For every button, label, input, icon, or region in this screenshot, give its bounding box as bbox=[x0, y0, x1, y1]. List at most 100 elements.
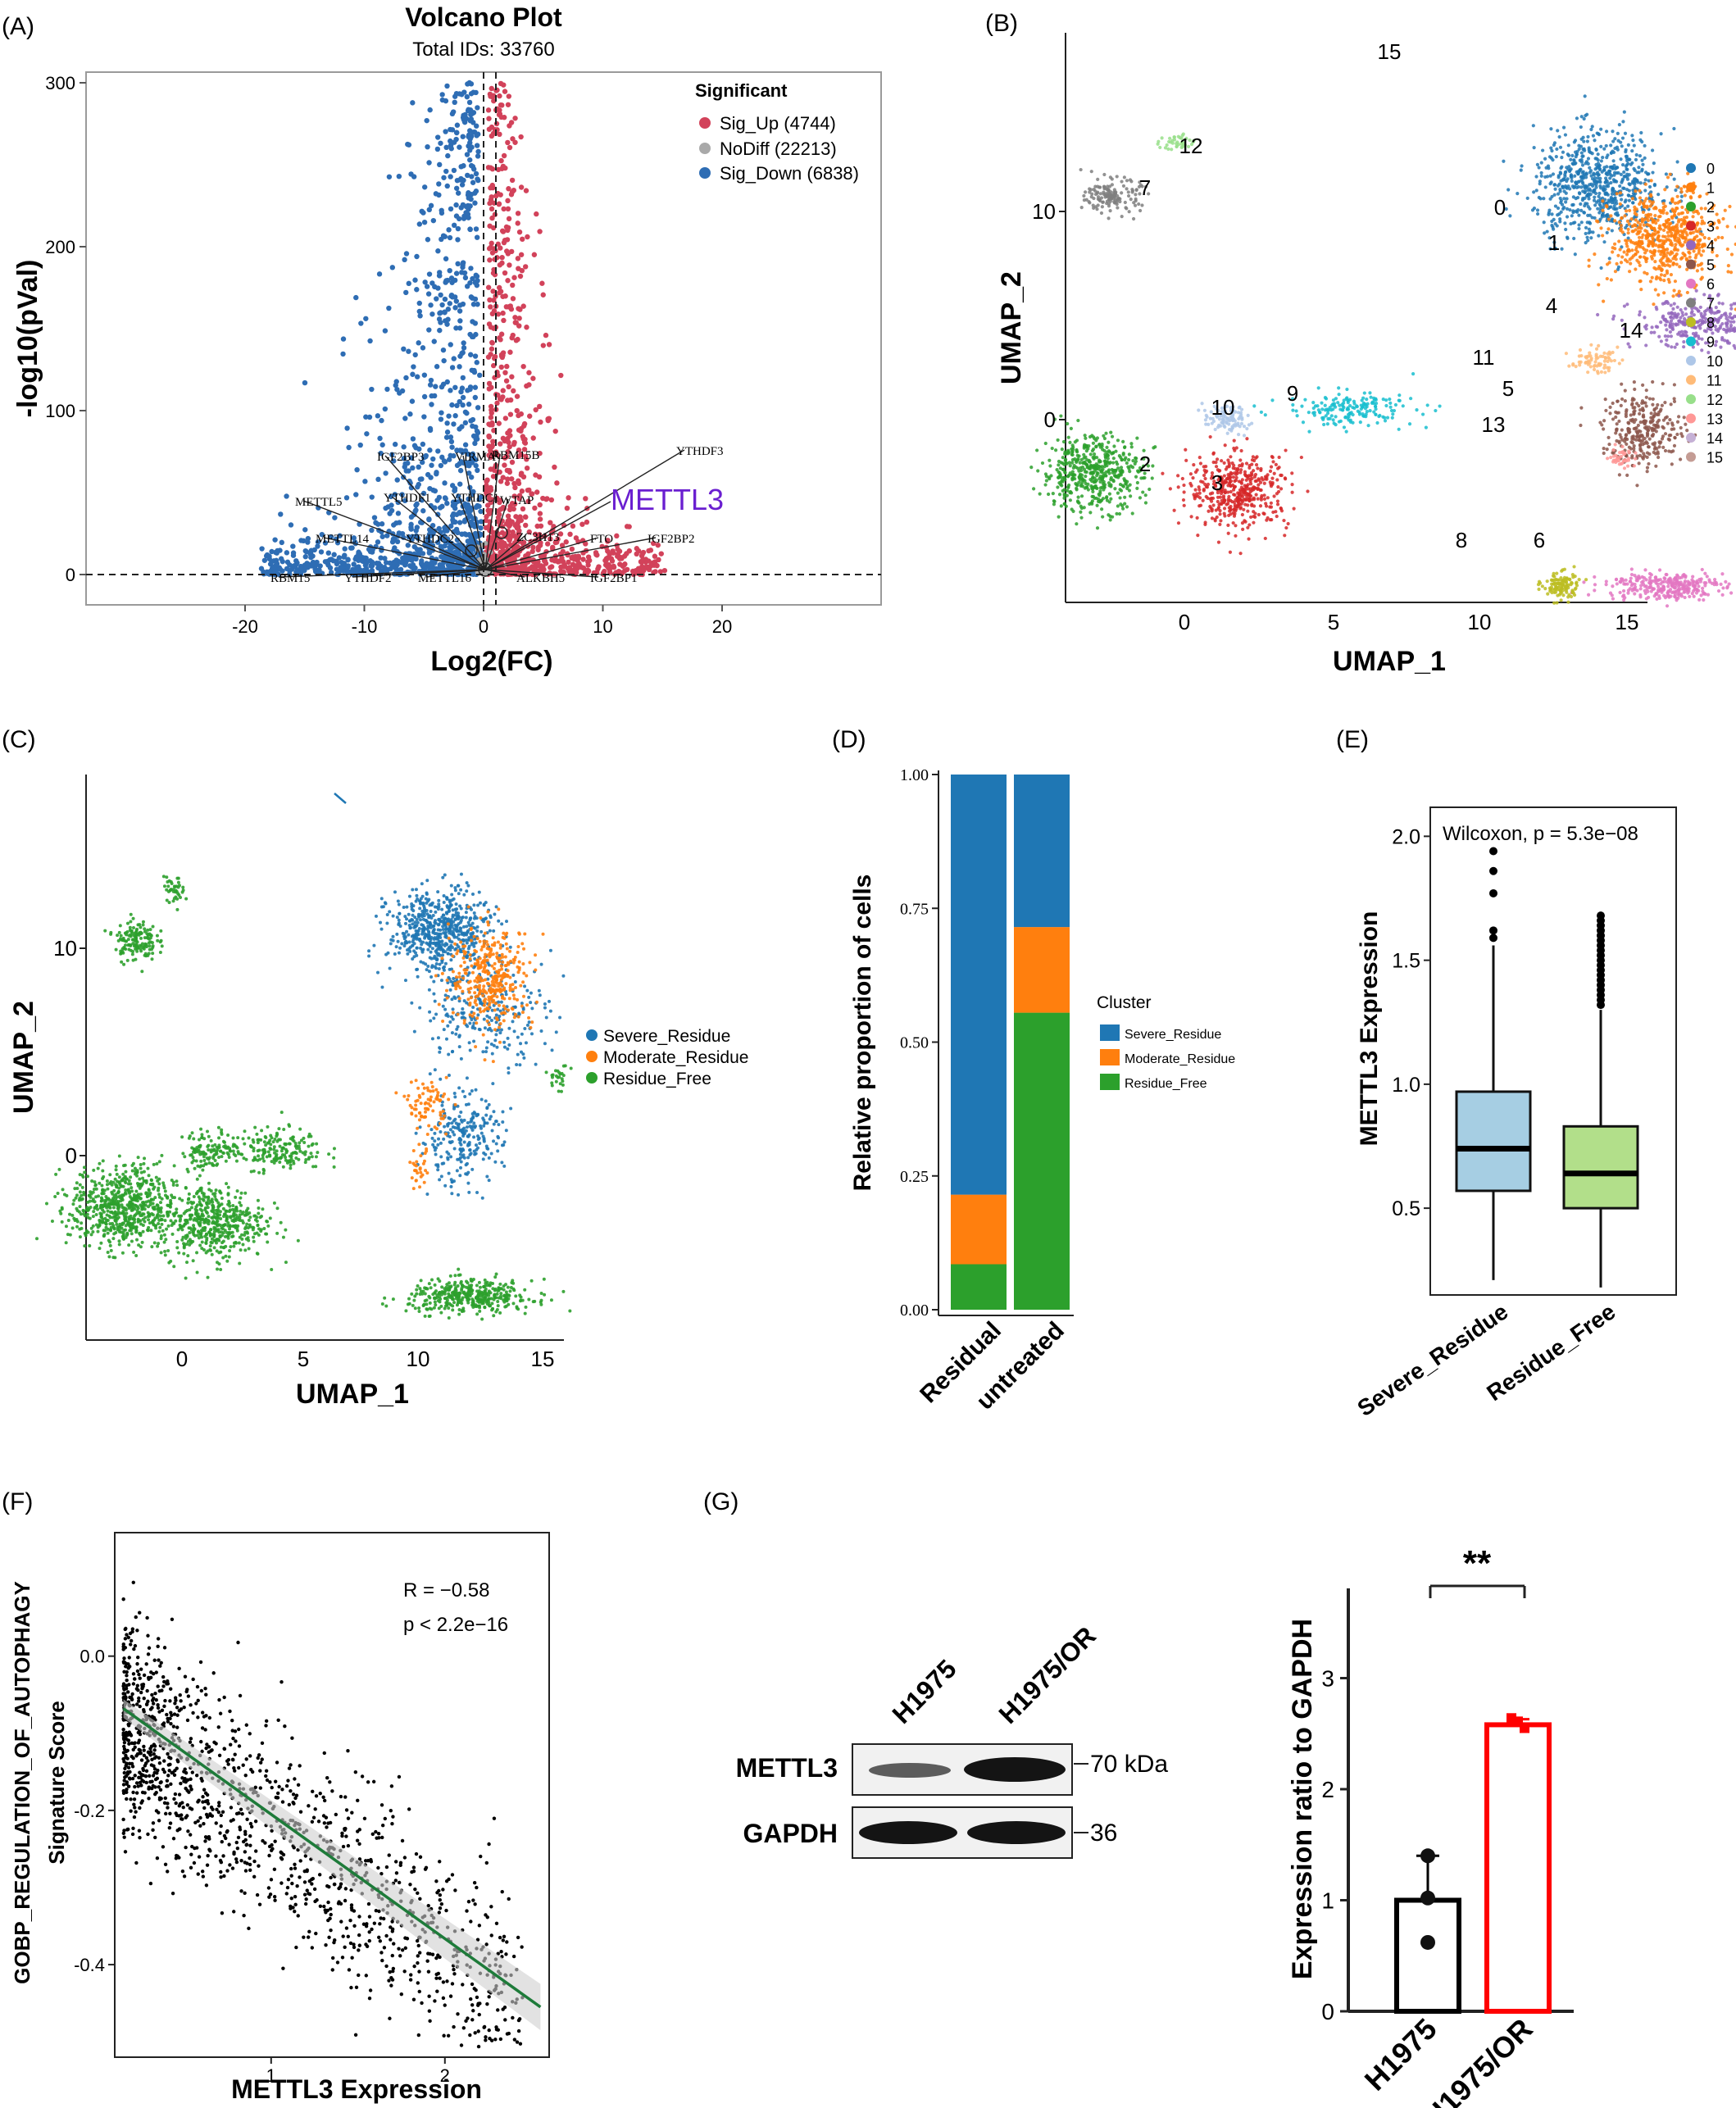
cluster-2-point bbox=[1125, 461, 1129, 466]
cluster-1-point bbox=[1656, 230, 1661, 234]
cluster-0-point bbox=[1588, 187, 1592, 191]
down-point bbox=[441, 357, 447, 364]
up-point bbox=[540, 343, 547, 348]
cluster-0-point bbox=[1547, 155, 1552, 159]
up-point bbox=[518, 411, 525, 417]
up-point bbox=[506, 216, 512, 222]
cluster-0-point bbox=[1609, 198, 1613, 203]
down-point bbox=[434, 539, 441, 545]
up-point bbox=[499, 260, 505, 266]
down-point bbox=[340, 336, 347, 342]
cluster-4-point bbox=[1656, 325, 1660, 329]
cluster-3-point bbox=[1176, 521, 1181, 525]
up-point bbox=[650, 540, 657, 547]
cluster-1-point bbox=[1654, 220, 1658, 225]
cluster-3-point bbox=[1238, 552, 1243, 556]
cluster-1-point bbox=[1670, 198, 1675, 202]
cluster-0-point bbox=[1619, 157, 1623, 161]
cluster-5-point bbox=[1661, 445, 1666, 449]
up-point bbox=[509, 334, 515, 341]
cluster-1-point bbox=[1661, 206, 1666, 210]
cluster-2-point bbox=[1126, 457, 1131, 462]
cluster-2-point bbox=[1092, 435, 1096, 439]
down-point bbox=[351, 561, 357, 567]
cluster-5-point bbox=[1602, 451, 1606, 456]
cluster-2-point bbox=[1071, 466, 1075, 470]
cluster-1-point bbox=[1715, 253, 1719, 258]
y-tick-label: 300 bbox=[45, 73, 75, 93]
cluster-1-point bbox=[1605, 276, 1609, 281]
cluster-3-point bbox=[1240, 478, 1244, 482]
cluster-3-point bbox=[1216, 540, 1221, 544]
cluster-3-point bbox=[1234, 472, 1238, 477]
up-point bbox=[505, 139, 511, 146]
cluster-4-point bbox=[1700, 337, 1704, 341]
cluster-2-point bbox=[1060, 478, 1064, 483]
cluster-1-point bbox=[1616, 253, 1620, 257]
up-point bbox=[507, 349, 513, 355]
cluster-4-point bbox=[1674, 313, 1678, 318]
cluster-0-point bbox=[1575, 185, 1579, 190]
cluster-3-point bbox=[1223, 514, 1227, 518]
cluster-3-point bbox=[1266, 496, 1270, 500]
cluster-0-point bbox=[1599, 127, 1603, 131]
down-point bbox=[443, 129, 448, 134]
down-point bbox=[459, 385, 466, 391]
cluster-2-point bbox=[1048, 458, 1052, 462]
cluster-1-point bbox=[1622, 250, 1626, 254]
cluster-0-point bbox=[1615, 179, 1619, 184]
cluster-0-point bbox=[1574, 155, 1578, 159]
up-point bbox=[605, 548, 611, 554]
cluster-0-point bbox=[1548, 197, 1552, 201]
cluster-3-point bbox=[1197, 488, 1202, 492]
cluster-1-point bbox=[1626, 231, 1630, 235]
cluster-0-point bbox=[1579, 144, 1584, 148]
up-point bbox=[543, 332, 549, 338]
cluster-5-point bbox=[1670, 462, 1674, 466]
cluster-2-point bbox=[1125, 486, 1129, 491]
down-point bbox=[451, 222, 457, 229]
cluster-2-point bbox=[1113, 475, 1118, 479]
up-point bbox=[506, 304, 511, 310]
cluster-3-point bbox=[1250, 462, 1254, 466]
cluster-3-point bbox=[1197, 491, 1202, 495]
down-point bbox=[287, 571, 293, 577]
down-point bbox=[465, 538, 470, 544]
cluster-3-point bbox=[1240, 521, 1245, 525]
up-point bbox=[500, 352, 506, 358]
down-point bbox=[279, 539, 284, 546]
up-point bbox=[489, 85, 494, 92]
cluster-0-point bbox=[1507, 188, 1511, 192]
down-point bbox=[357, 552, 363, 559]
cluster-3-point bbox=[1225, 465, 1229, 469]
cluster-3-point bbox=[1172, 508, 1176, 512]
cluster-3-point bbox=[1220, 459, 1224, 463]
cluster-4-point bbox=[1611, 316, 1616, 321]
cluster-1-point bbox=[1661, 250, 1666, 254]
cluster-1-point bbox=[1642, 205, 1646, 209]
down-point bbox=[464, 284, 470, 289]
cluster-4-point bbox=[1681, 320, 1685, 324]
down-point bbox=[437, 270, 443, 275]
up-point bbox=[505, 398, 511, 403]
cluster-1-point bbox=[1675, 248, 1680, 252]
cluster-2-point bbox=[1076, 495, 1080, 499]
cluster-0-point bbox=[1566, 152, 1570, 157]
cluster-0-point bbox=[1608, 176, 1612, 180]
cluster-2-point bbox=[1090, 494, 1094, 498]
cluster-1-point bbox=[1615, 261, 1619, 266]
down-point bbox=[431, 338, 437, 344]
cluster-3-point bbox=[1240, 512, 1244, 517]
cluster-1-point bbox=[1604, 203, 1608, 208]
up-point bbox=[503, 520, 510, 527]
cluster-0-point bbox=[1630, 148, 1634, 153]
cluster-0-point bbox=[1613, 207, 1617, 211]
down-point bbox=[470, 423, 475, 429]
down-point bbox=[329, 557, 334, 562]
cluster-3-point bbox=[1279, 506, 1283, 511]
cluster-0-point bbox=[1621, 120, 1625, 124]
cluster-5-point bbox=[1684, 422, 1688, 426]
cluster-2-point bbox=[1062, 496, 1066, 500]
legend-up: Sig_Up (4744) bbox=[720, 113, 836, 134]
cluster-3-point bbox=[1272, 471, 1276, 475]
